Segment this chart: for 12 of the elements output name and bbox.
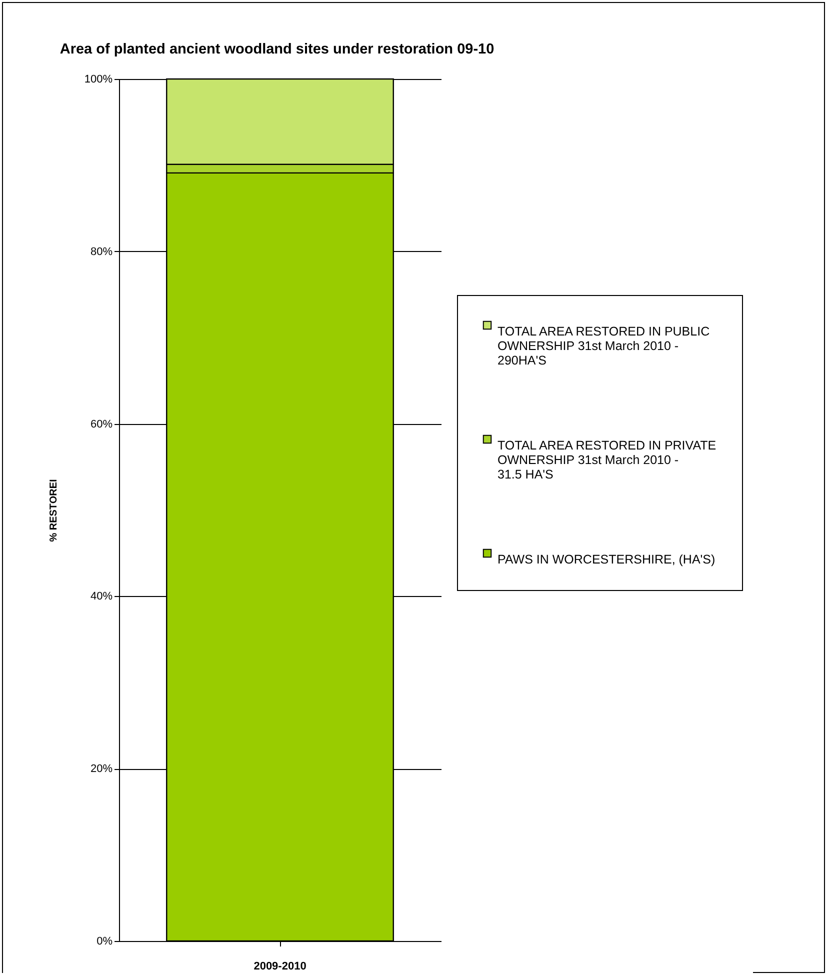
y-tick-label: 20% [90, 763, 113, 776]
legend-label: PAWS IN WORCESTERSHIRE, (HA'S) [498, 552, 716, 566]
y-axis-title: % RESTOREI [48, 478, 60, 542]
y-tick-label: 100% [84, 74, 113, 86]
x-tick-label: 2009-2010 [254, 960, 306, 972]
legend-label: TOTAL AREA RESTORED IN PRIVATE OWNERSHIP 31st March 2010 - 31.5 HA'S [498, 438, 716, 482]
y-tick-label: 40% [90, 590, 113, 603]
y-tick-label: 80% [90, 246, 113, 258]
y-tick-label: 60% [90, 418, 113, 430]
legend-label: TOTAL AREA RESTORED IN PUBLIC OWNERSHIP 31st March 2010 - 290HA'S [498, 324, 710, 368]
chart-title: Area of planted ancient woodland sites under restoration 09-10 [60, 42, 494, 58]
y-tick-label: 0% [96, 936, 113, 948]
